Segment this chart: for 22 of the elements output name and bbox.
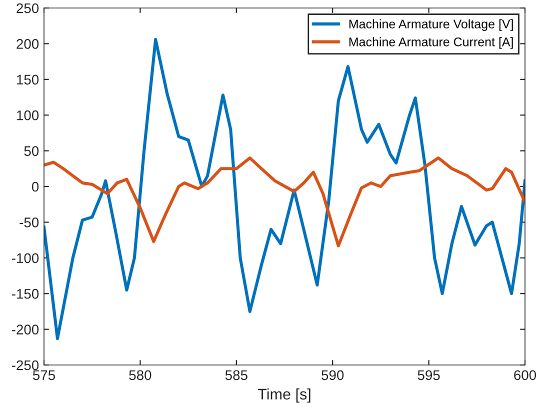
x-axis-title: Time [s] [258, 388, 310, 403]
legend-label: Machine Armature Current [A] [349, 37, 513, 49]
x-tick-label: 580 [129, 370, 152, 380]
y-tick-label: 50 [24, 146, 39, 156]
y-tick-label: 0 [32, 182, 39, 192]
x-tick-label: 600 [514, 370, 536, 380]
y-tick-label: -250 [12, 360, 39, 370]
x-tick-label: 590 [322, 370, 344, 380]
line-series [44, 38, 525, 340]
y-tick-label: 250 [16, 3, 39, 14]
legend-label: Machine Armature Voltage [V] [349, 19, 513, 31]
x-tick-label: 575 [32, 370, 56, 380]
y-tick-label: 200 [16, 39, 39, 49]
line-series [44, 156, 525, 248]
y-tick-label: 100 [17, 110, 39, 120]
x-tick-label: 585 [225, 370, 248, 380]
y-tick-label: -100 [12, 253, 39, 264]
y-tick-label: -150 [12, 288, 39, 299]
y-tick-label: 150 [17, 74, 39, 85]
y-tick-label: -200 [12, 324, 39, 334]
x-tick-label: 595 [418, 370, 440, 380]
y-tick-label: -50 [20, 218, 39, 228]
